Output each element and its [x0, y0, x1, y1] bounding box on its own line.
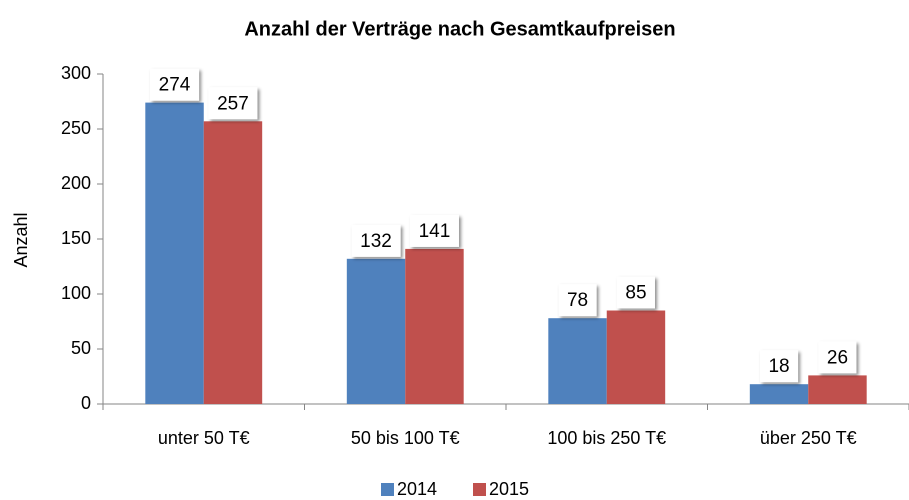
y-tick-label: 50: [71, 338, 91, 358]
data-label: 85: [625, 283, 646, 304]
data-label: 78: [567, 290, 588, 311]
data-label-box: [616, 276, 655, 309]
bar: [548, 318, 607, 404]
chart-title: Anzahl der Verträge nach Gesamtkaufpreis…: [244, 18, 675, 40]
data-label-box: [208, 87, 258, 120]
data-label: 132: [360, 231, 392, 252]
data-label-box: [150, 68, 200, 101]
legend-swatch: [473, 483, 486, 496]
data-label: 257: [217, 93, 249, 114]
bar: [145, 102, 204, 404]
legend-label: 2014: [397, 479, 437, 499]
legend-swatch: [381, 483, 394, 496]
y-tick-label: 150: [61, 228, 91, 248]
data-label: 18: [768, 356, 789, 377]
data-label-box: [760, 350, 799, 383]
y-axis-label: Anzahl: [11, 212, 31, 267]
data-label-box: [818, 341, 857, 374]
bar: [346, 258, 406, 404]
bar: [203, 121, 263, 405]
y-tick-label: 100: [61, 283, 91, 303]
data-label-box: [351, 224, 401, 257]
bar: [808, 375, 867, 404]
x-tick-label: 100 bis 250 T€: [547, 428, 666, 448]
data-label-box: [409, 214, 459, 247]
data-label: 26: [827, 347, 848, 368]
y-tick-label: 250: [61, 118, 91, 138]
data-label: 274: [159, 75, 191, 96]
y-tick-label: 200: [61, 173, 91, 193]
legend-label: 2015: [489, 479, 529, 499]
bar: [405, 248, 464, 404]
data-label: 141: [419, 221, 451, 242]
data-label-box: [558, 284, 597, 317]
x-tick-label: über 250 T€: [760, 428, 857, 448]
x-tick-label: 50 bis 100 T€: [351, 428, 460, 448]
y-tick-label: 0: [81, 393, 91, 413]
y-tick-label: 300: [61, 63, 91, 83]
bar: [749, 384, 809, 404]
bar: [606, 310, 666, 404]
x-tick-label: unter 50 T€: [158, 428, 250, 448]
